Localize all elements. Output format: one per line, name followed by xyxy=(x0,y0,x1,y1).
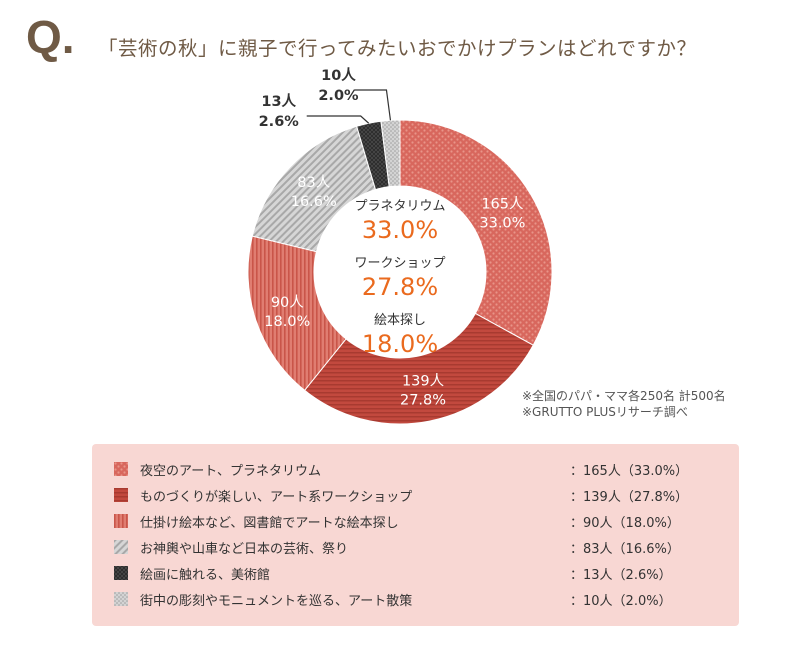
survey-note: ※全国のパパ・ママ各250名 計500名 xyxy=(522,389,726,403)
slice-1 xyxy=(303,312,534,425)
legend-label-2: 仕掛け絵本など、図書館でアートな絵本探し xyxy=(140,516,399,531)
slice-percent-label-4: 2.6% xyxy=(259,114,300,130)
legend-value-1: ：139人（27.8%） xyxy=(570,490,689,505)
leader-line-4 xyxy=(306,115,370,124)
legend-item-4: 絵画に触れる、美術館 ：13人（2.6%） xyxy=(92,562,739,584)
legend-label-5: 街中の彫刻やモニュメントを巡る、アート散策 xyxy=(140,594,413,609)
question-mark-label: Q. xyxy=(26,11,75,63)
slice-count-label-0: 165人 xyxy=(481,195,523,212)
legend-swatch-2 xyxy=(114,514,128,528)
legend-item-3: お神輿や山車など日本の芸術、祭り ：83人（16.6%） xyxy=(92,536,739,558)
legend-swatch-5 xyxy=(114,592,128,606)
slice-count-label-1: 139人 xyxy=(402,373,444,390)
center-label-1: ワークショップ xyxy=(354,256,445,271)
slice-count-label-4: 13人 xyxy=(261,93,296,110)
center-value-0: 33.0% xyxy=(362,216,438,244)
source-note: ※GRUTTO PLUSリサーチ調べ xyxy=(522,405,688,419)
slice-count-label-3: 83人 xyxy=(297,174,330,191)
legend-value-2: ：90人（18.0%） xyxy=(570,516,680,531)
leader-line-5 xyxy=(354,89,392,121)
legend-swatch-3 xyxy=(114,540,128,554)
slice-0 xyxy=(399,119,553,346)
slice-count-label-2: 90人 xyxy=(271,294,304,311)
slice-percent-label-0: 33.0% xyxy=(479,215,525,231)
legend-swatch-0 xyxy=(114,462,128,476)
legend: 夜空のアート、プラネタリウム ：165人（33.0%） ものづくりが楽しい、アート系… xyxy=(92,444,739,626)
legend-label-0: 夜空のアート、プラネタリウム xyxy=(140,464,321,479)
legend-item-2: 仕掛け絵本など、図書館でアートな絵本探し ：90人（18.0%） xyxy=(92,510,739,532)
slice-count-label-5: 10人 xyxy=(321,67,356,84)
center-value-2: 18.0% xyxy=(362,330,438,358)
legend-label-4: 絵画に触れる、美術館 xyxy=(140,568,271,583)
donut-chart: 165人 33.0% 139人 27.8% 90人 18.0% 83人 16.6% 13人 2.6… xyxy=(247,67,553,425)
legend-swatch-4 xyxy=(114,566,128,580)
legend-label-3: お神輿や山車など日本の芸術、祭り xyxy=(140,542,349,557)
legend-value-0: ：165人（33.0%） xyxy=(570,464,689,479)
slice-percent-label-5: 2.0% xyxy=(318,88,359,104)
legend-value-4: ：13人（2.6%） xyxy=(570,568,672,583)
slice-5 xyxy=(380,119,401,188)
legend-value-5: ：10人（2.0%） xyxy=(570,594,672,609)
legend-item-0: 夜空のアート、プラネタリウム ：165人（33.0%） xyxy=(92,458,739,480)
legend-swatch-1 xyxy=(114,488,128,502)
center-value-1: 27.8% xyxy=(362,273,438,301)
slice-percent-label-3: 16.6% xyxy=(291,194,337,210)
legend-label-1: ものづくりが楽しい、アート系ワークショップ xyxy=(140,490,413,505)
legend-value-3: ：83人（16.6%） xyxy=(570,542,680,557)
legend-item-5: 街中の彫刻やモニュメントを巡る、アート散策 ：10人（2.0%） xyxy=(92,588,739,610)
center-label-2: 絵本探し xyxy=(374,313,426,328)
question-title: 「芸術の秋」に親子で行ってみたいおでかけプランはどれですか？ xyxy=(98,37,697,60)
legend-item-1: ものづくりが楽しい、アート系ワークショップ ：139人（27.8%） xyxy=(92,484,739,506)
center-label-0: プラネタリウム xyxy=(354,199,445,214)
slice-percent-label-1: 27.8% xyxy=(400,393,446,409)
slice-percent-label-2: 18.0% xyxy=(264,314,310,330)
